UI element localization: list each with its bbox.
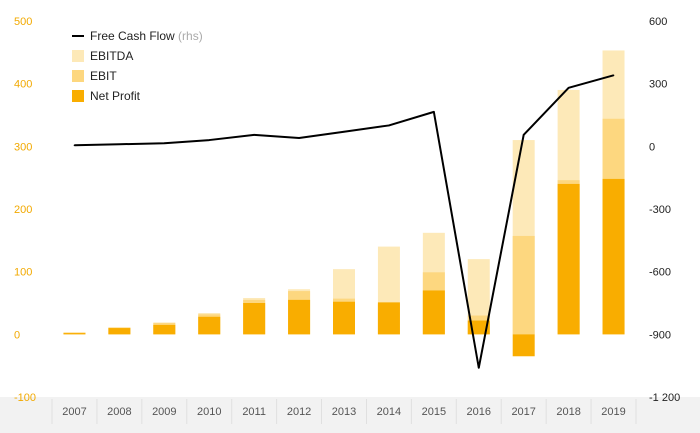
- x-tick-label: 2009: [152, 406, 176, 418]
- left-tick-label: 0: [14, 329, 20, 341]
- fcf-point-2015: [433, 111, 435, 113]
- bars: [63, 50, 625, 357]
- x-tick-label: 2014: [377, 406, 401, 418]
- bar-net-profit-2014: [377, 302, 400, 335]
- right-tick-label: -1 200: [649, 392, 680, 404]
- bar-net-profit-2009: [153, 324, 176, 335]
- x-tick-label: 2013: [332, 406, 356, 418]
- x-tick-label: 2012: [287, 406, 311, 418]
- left-axis: -100 0 100 200 300 400 500: [14, 16, 36, 404]
- left-tick-label: 400: [14, 79, 32, 91]
- fcf-point-2016: [477, 366, 480, 369]
- fcf-point-2013: [343, 130, 345, 133]
- x-tick-label: 2010: [197, 406, 221, 418]
- right-tick-label: -600: [649, 267, 671, 279]
- left-tick-label: 500: [14, 16, 32, 28]
- bar-net-profit-2019: [602, 178, 625, 335]
- legend-label-ebitda: EBITDA: [90, 49, 133, 63]
- legend-label-net-profit: Net Profit: [90, 89, 141, 103]
- bar-net-profit-2007: [63, 333, 86, 335]
- legend-swatch-ebit: [72, 70, 84, 82]
- fcf-line-group: [73, 74, 615, 369]
- x-tick-label: 2016: [467, 406, 491, 418]
- bar-net-profit-2008: [108, 328, 131, 335]
- legend-label-free-cash-flow: Free Cash Flow (rhs): [90, 29, 203, 43]
- left-tick-label: 100: [14, 267, 32, 279]
- x-tick-label: 2018: [556, 406, 580, 418]
- right-tick-label: -900: [649, 329, 671, 341]
- fcf-point-2018: [567, 87, 570, 89]
- legend-swatch-ebitda: [72, 50, 84, 62]
- fcf-point-2009: [163, 142, 166, 144]
- right-tick-label: -300: [649, 204, 671, 216]
- fcf-point-2014: [388, 124, 390, 127]
- fcf-point-2017: [522, 134, 525, 136]
- bar-net-profit-2011: [243, 303, 266, 335]
- x-tick-label: 2017: [511, 406, 535, 418]
- fcf-point-2007: [73, 144, 76, 147]
- x-axis-background: [0, 397, 700, 433]
- left-tick-label: -100: [14, 392, 36, 404]
- bar-net-profit-2010: [198, 316, 221, 335]
- legend-sub-label: (rhs): [175, 29, 203, 43]
- fcf-point-2012: [298, 137, 300, 139]
- bar-net-profit-2013: [333, 301, 355, 335]
- x-axis: 2007 2008 2009 2010 2011 2012 2013 2014 2015 2016…: [62, 406, 626, 418]
- legend-label-ebit: EBIT: [90, 69, 117, 83]
- bar-net-profit-2018: [557, 183, 580, 335]
- x-tick-label: 2015: [422, 406, 446, 418]
- right-tick-label: 300: [649, 79, 667, 91]
- x-tick-label: 2008: [107, 406, 131, 418]
- fcf-point-2008: [118, 143, 121, 146]
- fcf-point-2019: [612, 74, 615, 77]
- x-tick-label: 2007: [62, 406, 86, 418]
- left-tick-label: 200: [14, 204, 32, 216]
- right-tick-label: 0: [649, 141, 655, 153]
- right-tick-label: 600: [649, 16, 667, 28]
- x-axis-band: [0, 397, 700, 433]
- fcf-point-2011: [253, 134, 255, 136]
- bar-net-profit-2012: [288, 299, 311, 335]
- left-tick-label: 300: [14, 141, 32, 153]
- x-tick-label: 2011: [242, 406, 266, 418]
- legend: Free Cash Flow (rhs) EBITDA EBIT Net Profit: [72, 29, 203, 103]
- x-tick-label: 2019: [601, 406, 625, 418]
- bar-net-profit-2017: [512, 334, 535, 357]
- fcf-point-2010: [208, 139, 211, 141]
- right-axis: -1 200 -900 -600 -300 0 300 600: [649, 16, 680, 404]
- legend-swatch-net-profit: [72, 90, 84, 102]
- bar-ebit-2017: [512, 235, 535, 335]
- bar-net-profit-2015: [422, 290, 445, 335]
